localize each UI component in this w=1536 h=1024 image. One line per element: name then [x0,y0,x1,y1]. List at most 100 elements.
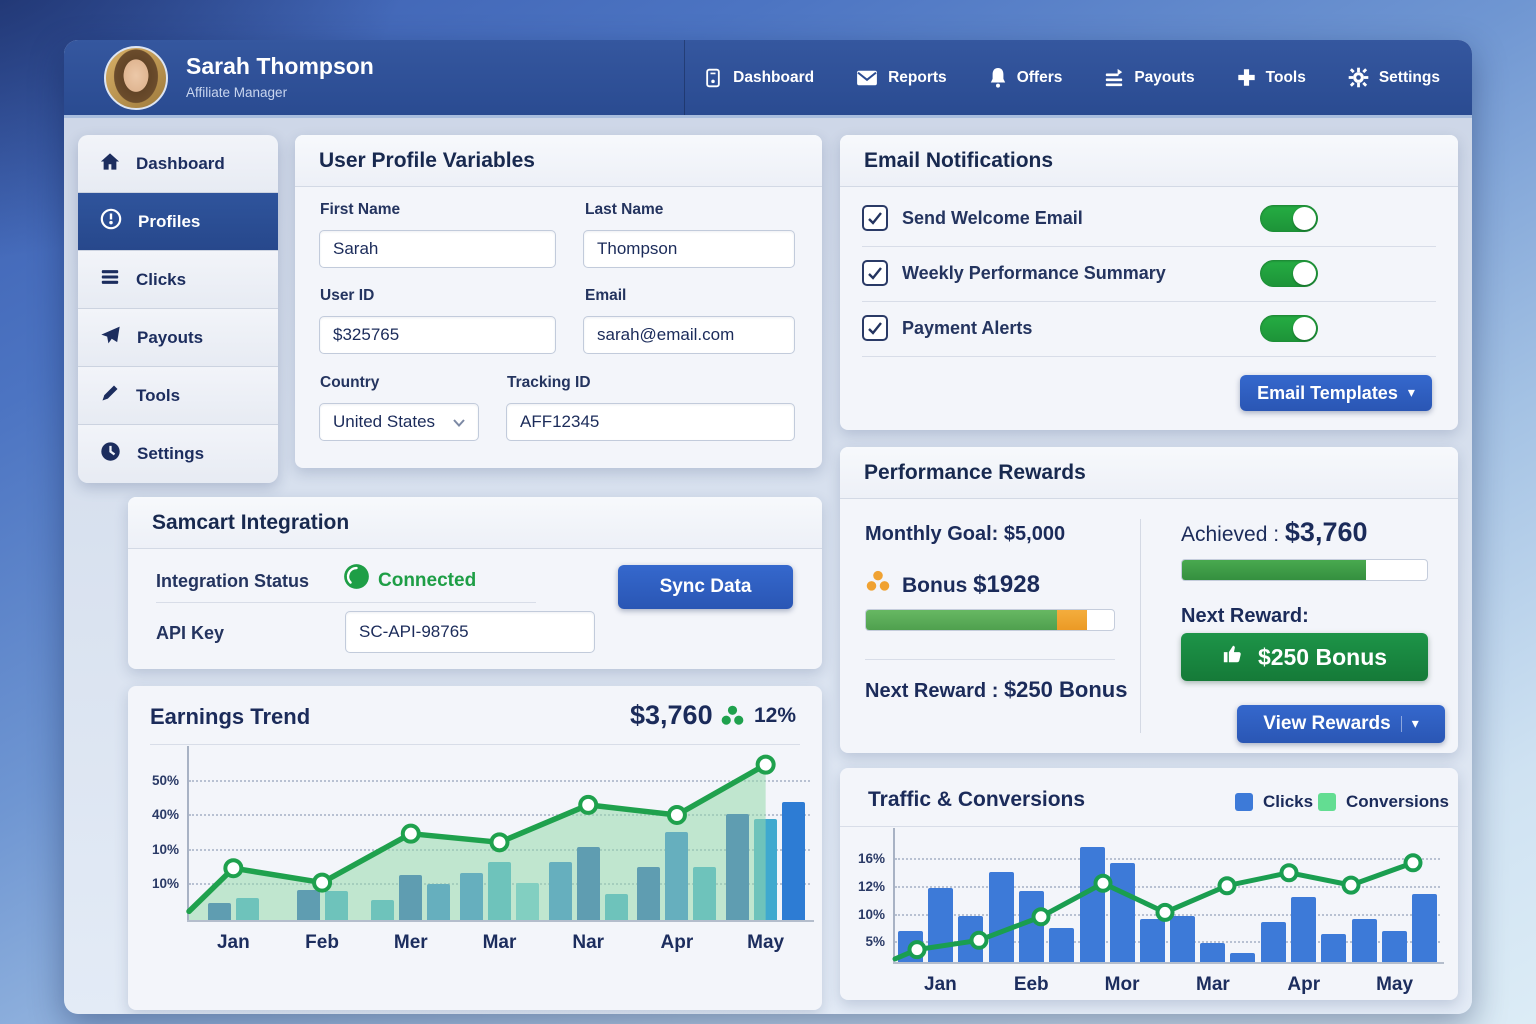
sidebar-item-label: Settings [137,444,205,463]
caret-down-icon: ▾ [1407,385,1415,401]
performance-rewards-card: Performance Rewards Monthly Goal: $5,000… [840,447,1458,753]
welcome-email-toggle[interactable] [1260,205,1318,232]
button-label: View Rewards [1263,713,1391,734]
divider [156,602,536,603]
sidebar-item-dashboard[interactable]: Dashboard [78,135,278,193]
nav-item-payouts[interactable]: Payouts [1104,68,1195,88]
nav-item-settings[interactable]: Settings [1348,67,1440,88]
tracking-id-input[interactable] [506,403,795,441]
sidebar-item-settings[interactable]: Settings [78,425,278,483]
sidebar-item-label: Tools [136,385,181,405]
legend-label: Conversions [1346,792,1449,811]
traffic-conversions-card: Traffic & Conversions Clicks Conversions… [840,768,1458,1000]
button-label: Email Templates [1257,382,1398,403]
samcart-integration-card: Samcart Integration Integration Status C… [128,497,822,669]
email-templates-button[interactable]: Email Templates ▾ [1240,375,1432,411]
payment-alerts-label: Payment Alerts [902,318,1033,338]
earnings-trend-card: Earnings Trend $3,760 12% 10% 10% 40% 50% Ja… [128,686,822,1010]
paper-plane-icon [100,325,121,350]
x-axis-label: Jan [924,974,957,995]
chart-bar [782,802,806,920]
sidebar-item-payouts[interactable]: Payouts [78,309,278,367]
button-label: Sync Data [659,576,752,597]
country-value: United States [333,412,436,431]
divider [840,826,1458,827]
chart-title: Earnings Trend [150,704,311,729]
chart-bar [1200,943,1226,962]
monthly-goal-value: $5,000 [1003,523,1066,545]
divider [865,659,1115,660]
country-select[interactable]: United States [319,403,479,441]
sync-data-button[interactable]: Sync Data [618,565,793,609]
nav-label: Tools [1265,68,1306,86]
integration-status-label: Integration Status [156,571,310,591]
nav-item-tools[interactable]: Tools [1237,68,1306,87]
bonus-label: Bonus [902,574,968,597]
chart-bar [1261,921,1287,962]
avatar[interactable] [104,46,168,110]
email-input[interactable] [583,316,795,354]
sidebar-item-clicks[interactable]: Clicks [78,251,278,309]
nav-item-offers[interactable]: Offers [989,67,1062,88]
trend-line [186,754,776,920]
sidebar-item-label: Clicks [136,269,187,289]
bonus-progress-bar [865,609,1115,631]
earnings-chart-plot: 10% 10% 40% 50% Jan Feb Mer Mar Nar Apr May [152,746,814,953]
monthly-goal-label: Monthly Goal: [865,523,999,545]
card-title: Samcart Integration [152,510,350,534]
payment-alerts-checkbox[interactable] [862,315,888,341]
sidebar-item-tools[interactable]: Tools [78,367,278,425]
x-axis-label: Apr [660,932,694,953]
weekly-summary-checkbox[interactable] [862,260,888,286]
view-rewards-button[interactable]: View Rewards ▾ [1237,705,1445,743]
first-name-input[interactable] [319,230,556,268]
x-axis-label: Mar [482,932,517,953]
sidebar-item-profiles[interactable]: Profiles [78,193,278,251]
chart-bar [1109,862,1135,962]
legend-clicks: Clicks [1235,792,1313,812]
sidebar: Dashboard Profiles Clicks Payouts Tools … [78,135,278,483]
header-divider [684,40,685,115]
user-profile-card: User Profile Variables First Name Last N… [295,135,822,468]
bonus-line: Bonus $1928 [902,571,1040,599]
home-icon [100,152,120,176]
divider [1140,519,1141,733]
y-axis-tick-label: 12% [857,878,885,894]
clock-icon [100,441,121,467]
card-title: Email Notifications [864,148,1054,172]
profiles-icon [100,208,122,235]
next-reward-left: Next Reward : $250 Bonus [865,677,1127,703]
weekly-summary-toggle[interactable] [1260,260,1318,287]
y-axis-tick-label: 10% [857,906,885,922]
button-label: $250 Bonus [1257,643,1388,670]
x-axis-label: Mer [393,932,428,953]
next-reward-value: $250 Bonus [1003,677,1128,702]
api-key-input[interactable] [345,611,595,653]
last-name-input[interactable] [583,230,795,268]
user-id-input[interactable] [319,316,556,354]
nav-label: Reports [888,68,947,86]
nav-label: Settings [1378,68,1440,86]
top-header: Sarah Thompson Affiliate Manager Dashboa… [64,40,1472,118]
chart-bar [1230,952,1256,962]
y-axis-tick-label: 50% [151,772,179,788]
payment-alerts-toggle[interactable] [1260,315,1318,342]
welcome-email-checkbox[interactable] [862,205,888,231]
y-axis-tick-label: 5% [865,934,885,950]
chart-title: Traffic & Conversions [868,788,1086,811]
payouts-icon [1104,68,1124,88]
card-header: Performance Rewards [840,447,1458,499]
nav-item-reports[interactable]: Reports [856,69,947,87]
nav-item-dashboard[interactable]: Dashboard [703,68,814,88]
bonus-value: $1928 [973,571,1040,598]
chart-bar [1139,918,1165,962]
integration-status-value: Connected [378,570,477,591]
achieved-value: $3,760 [1284,517,1368,547]
x-axis-label: May [747,932,785,953]
x-axis-label: Eeb [1013,974,1049,995]
y-axis-tick-label: 16% [857,850,885,866]
divider [862,356,1436,357]
gridline: 12% [858,879,1440,894]
chart-bar [1412,893,1438,962]
reward-bonus-button[interactable]: $250 Bonus [1181,633,1428,681]
